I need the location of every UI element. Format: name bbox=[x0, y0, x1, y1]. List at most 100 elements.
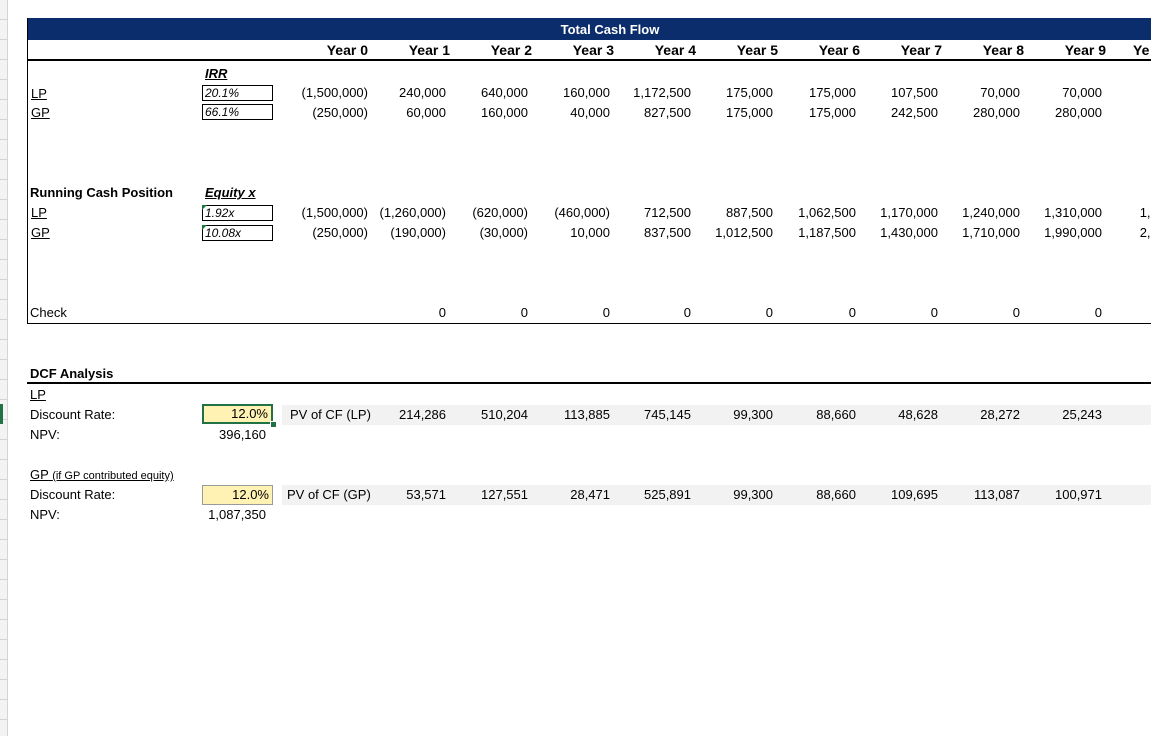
pv-gp-cell[interactable]: 113,087 bbox=[973, 487, 1020, 502]
running-lp-cell[interactable]: (1,500,000) bbox=[301, 205, 369, 220]
running-title[interactable]: Running Cash Position bbox=[30, 185, 173, 200]
running-gp-cell[interactable]: 2,27 bbox=[1139, 225, 1151, 240]
pv-gp-cell[interactable]: 127,551 bbox=[481, 487, 528, 502]
running-lp-cell[interactable]: (460,000) bbox=[554, 205, 610, 220]
year-header-6[interactable]: Year 6 bbox=[818, 42, 860, 58]
check-cell[interactable]: 0 bbox=[438, 305, 446, 320]
dcf-lp-pv-label[interactable]: PV of CF (LP) bbox=[290, 407, 371, 422]
pv-lp-cell[interactable]: 745,145 bbox=[644, 407, 691, 422]
dcf-lp-discount-input[interactable]: 12.0% bbox=[202, 404, 273, 424]
pv-lp-cell[interactable]: 25,243 bbox=[1062, 407, 1102, 422]
irr-gp-cell[interactable]: (250,000) bbox=[312, 105, 368, 120]
year-header-7[interactable]: Year 7 bbox=[900, 42, 942, 58]
irr-lp-cell[interactable]: 640,000 bbox=[481, 85, 528, 100]
pv-gp-cell[interactable]: 88,660 bbox=[816, 487, 856, 502]
irr-lp-cell[interactable]: 175,000 bbox=[809, 85, 856, 100]
dcf-lp-label[interactable]: LP bbox=[30, 387, 46, 402]
irr-gp-value[interactable]: 66.1% bbox=[202, 104, 273, 120]
pv-lp-cell[interactable]: 214,286 bbox=[399, 407, 446, 422]
check-cell[interactable]: 0 bbox=[1094, 305, 1102, 320]
equity-header[interactable]: Equity x bbox=[205, 185, 256, 200]
pv-lp-cell[interactable]: 99,300 bbox=[733, 407, 773, 422]
irr-lp-cell[interactable]: ' bbox=[1075, 85, 1151, 101]
irr-gp-cell[interactable]: 175,000 bbox=[726, 105, 773, 120]
irr-lp-cell[interactable]: 70,000 bbox=[980, 85, 1020, 100]
pv-gp-cell[interactable]: 109,695 bbox=[891, 487, 938, 502]
dcf-lp-discount-label[interactable]: Discount Rate: bbox=[30, 407, 116, 422]
running-lp-cell[interactable]: (1,260,000) bbox=[379, 205, 447, 220]
check-cell[interactable]: 0 bbox=[1012, 305, 1020, 320]
irr-lp-cell[interactable]: 160,000 bbox=[563, 85, 610, 100]
year-header-1[interactable]: Year 1 bbox=[408, 42, 450, 58]
irr-gp-cell[interactable]: 160,000 bbox=[481, 105, 528, 120]
running-lp-cell[interactable]: 1,170,000 bbox=[880, 205, 938, 220]
irr-gp-cell[interactable]: 280,000 bbox=[1055, 105, 1102, 120]
pv-lp-cell[interactable]: 48,628 bbox=[898, 407, 938, 422]
year-header-0[interactable]: Year 0 bbox=[326, 42, 368, 58]
irr-lp-cell[interactable]: 240,000 bbox=[399, 85, 446, 100]
dcf-title[interactable]: DCF Analysis bbox=[30, 366, 114, 381]
irr-gp-cell[interactable]: 280,000 bbox=[973, 105, 1020, 120]
running-lp-cell[interactable]: 1,240,000 bbox=[962, 205, 1020, 220]
dcf-gp-npv-value[interactable]: 1,087,350 bbox=[208, 507, 266, 522]
dcf-gp-pv-label[interactable]: PV of CF (GP) bbox=[287, 487, 371, 502]
row-header-gutter[interactable] bbox=[0, 0, 8, 736]
year-header-8[interactable]: Year 8 bbox=[982, 42, 1024, 58]
running-gp-cell[interactable]: 1,187,500 bbox=[798, 225, 856, 240]
pv-lp-cell[interactable]: 2 bbox=[1075, 407, 1151, 423]
irr-lp-cell[interactable]: 70,000 bbox=[1062, 85, 1102, 100]
equity-lp-value[interactable]: 1.92x bbox=[202, 205, 273, 221]
check-cell[interactable]: 0 bbox=[765, 305, 773, 320]
year-header-10[interactable]: Ye bbox=[1133, 42, 1150, 58]
check-cell[interactable]: 0 bbox=[520, 305, 528, 320]
irr-lp-value[interactable]: 20.1% bbox=[202, 85, 273, 101]
pv-gp-cell[interactable]: 28,471 bbox=[570, 487, 610, 502]
running-gp-cell[interactable]: 1,012,500 bbox=[715, 225, 773, 240]
running-lp-cell[interactable]: 712,500 bbox=[644, 205, 691, 220]
irr-gp-cell[interactable]: 40,000 bbox=[570, 105, 610, 120]
running-gp-label[interactable]: GP bbox=[31, 225, 50, 240]
year-header-4[interactable]: Year 4 bbox=[654, 42, 696, 58]
running-gp-cell[interactable]: 10,000 bbox=[570, 225, 610, 240]
irr-lp-cell[interactable]: (1,500,000) bbox=[301, 85, 369, 100]
irr-header[interactable]: IRR bbox=[205, 66, 228, 81]
running-gp-cell[interactable]: (30,000) bbox=[479, 225, 528, 240]
pv-gp-cell[interactable]: 100,971 bbox=[1055, 487, 1102, 502]
equity-gp-value[interactable]: 10.08x bbox=[202, 225, 273, 241]
irr-gp-cell[interactable]: 28 bbox=[1075, 105, 1151, 121]
pv-lp-cell[interactable]: 510,204 bbox=[481, 407, 528, 422]
dcf-gp-discount-label[interactable]: Discount Rate: bbox=[30, 487, 116, 502]
check-cell[interactable]: 0 bbox=[930, 305, 938, 320]
running-lp-cell[interactable]: (620,000) bbox=[472, 205, 528, 220]
dcf-gp-label-group[interactable]: GP (if GP contributed equity) bbox=[30, 467, 174, 484]
dcf-lp-npv-value[interactable]: 396,160 bbox=[219, 427, 266, 442]
irr-lp-label[interactable]: LP bbox=[31, 86, 47, 101]
running-lp-cell[interactable]: 1,062,500 bbox=[798, 205, 856, 220]
irr-lp-cell[interactable]: 175,000 bbox=[726, 85, 773, 100]
running-gp-cell[interactable]: 1,430,000 bbox=[880, 225, 938, 240]
pv-gp-cell[interactable]: 525,891 bbox=[644, 487, 691, 502]
running-lp-cell[interactable]: 1,38 bbox=[1139, 205, 1151, 220]
year-header-3[interactable]: Year 3 bbox=[572, 42, 614, 58]
pv-gp-cell[interactable]: 99,300 bbox=[733, 487, 773, 502]
running-gp-cell[interactable]: 1,990,000 bbox=[1044, 225, 1102, 240]
irr-gp-cell[interactable]: 60,000 bbox=[406, 105, 446, 120]
irr-gp-label[interactable]: GP bbox=[31, 105, 50, 120]
running-gp-cell[interactable]: 1,710,000 bbox=[962, 225, 1020, 240]
irr-lp-cell[interactable]: 1,172,500 bbox=[633, 85, 691, 100]
year-header-9[interactable]: Year 9 bbox=[1064, 42, 1106, 58]
year-header-5[interactable]: Year 5 bbox=[736, 42, 778, 58]
dcf-gp-discount-input[interactable]: 12.0% bbox=[202, 485, 273, 505]
running-gp-cell[interactable]: (190,000) bbox=[390, 225, 446, 240]
check-cell[interactable]: 0 bbox=[602, 305, 610, 320]
pv-lp-cell[interactable]: 88,660 bbox=[816, 407, 856, 422]
dcf-lp-npv-label[interactable]: NPV: bbox=[30, 427, 60, 442]
irr-gp-cell[interactable]: 827,500 bbox=[644, 105, 691, 120]
pv-lp-cell[interactable]: 113,885 bbox=[563, 407, 610, 422]
irr-gp-cell[interactable]: 175,000 bbox=[809, 105, 856, 120]
check-label[interactable]: Check bbox=[30, 305, 67, 320]
running-lp-cell[interactable]: 1,310,000 bbox=[1044, 205, 1102, 220]
check-cell[interactable]: 0 bbox=[848, 305, 856, 320]
dcf-gp-npv-label[interactable]: NPV: bbox=[30, 507, 60, 522]
year-header-2[interactable]: Year 2 bbox=[490, 42, 532, 58]
